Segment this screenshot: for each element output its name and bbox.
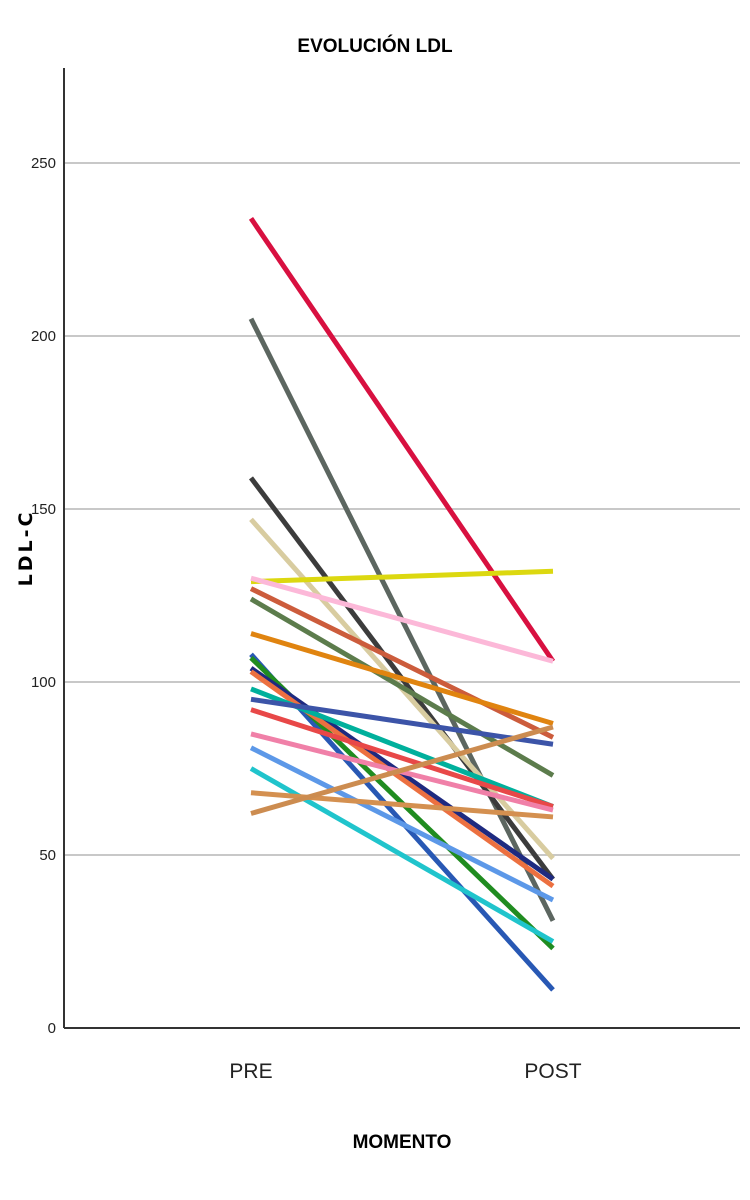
y-tick-label-250: 250	[31, 155, 56, 172]
x-tick-label-pre: PRE	[229, 1060, 272, 1083]
series-line-16	[250, 707, 554, 809]
series-line-15	[250, 696, 554, 747]
y-tick-label-100: 100	[31, 674, 56, 691]
gridlines	[64, 162, 740, 856]
y-tick-label-150: 150	[31, 501, 56, 518]
series-line-8	[249, 596, 555, 778]
series-line-9	[250, 631, 554, 726]
y-tick-label-0: 0	[48, 1020, 56, 1037]
y-axis-ticks: 0 50 100 150 200 250	[31, 155, 56, 1037]
y-tick-label-200: 200	[31, 328, 56, 345]
series-line-7	[249, 586, 555, 740]
x-tick-label-post: POST	[524, 1060, 581, 1083]
x-axis-label: MOMENTO	[353, 1132, 452, 1153]
chart-title: EVOLUCIÓN LDL	[297, 35, 453, 57]
series-line-6	[250, 575, 554, 664]
y-axis-label: LDL-C	[15, 510, 37, 587]
series-line-5	[250, 568, 554, 585]
series-line-1	[248, 216, 556, 663]
x-axis-ticks: PRE POST	[229, 1060, 581, 1083]
series-lines	[248, 216, 556, 992]
series-line-18	[249, 745, 555, 903]
y-tick-label-50: 50	[39, 847, 56, 864]
series-line-21	[250, 724, 554, 816]
